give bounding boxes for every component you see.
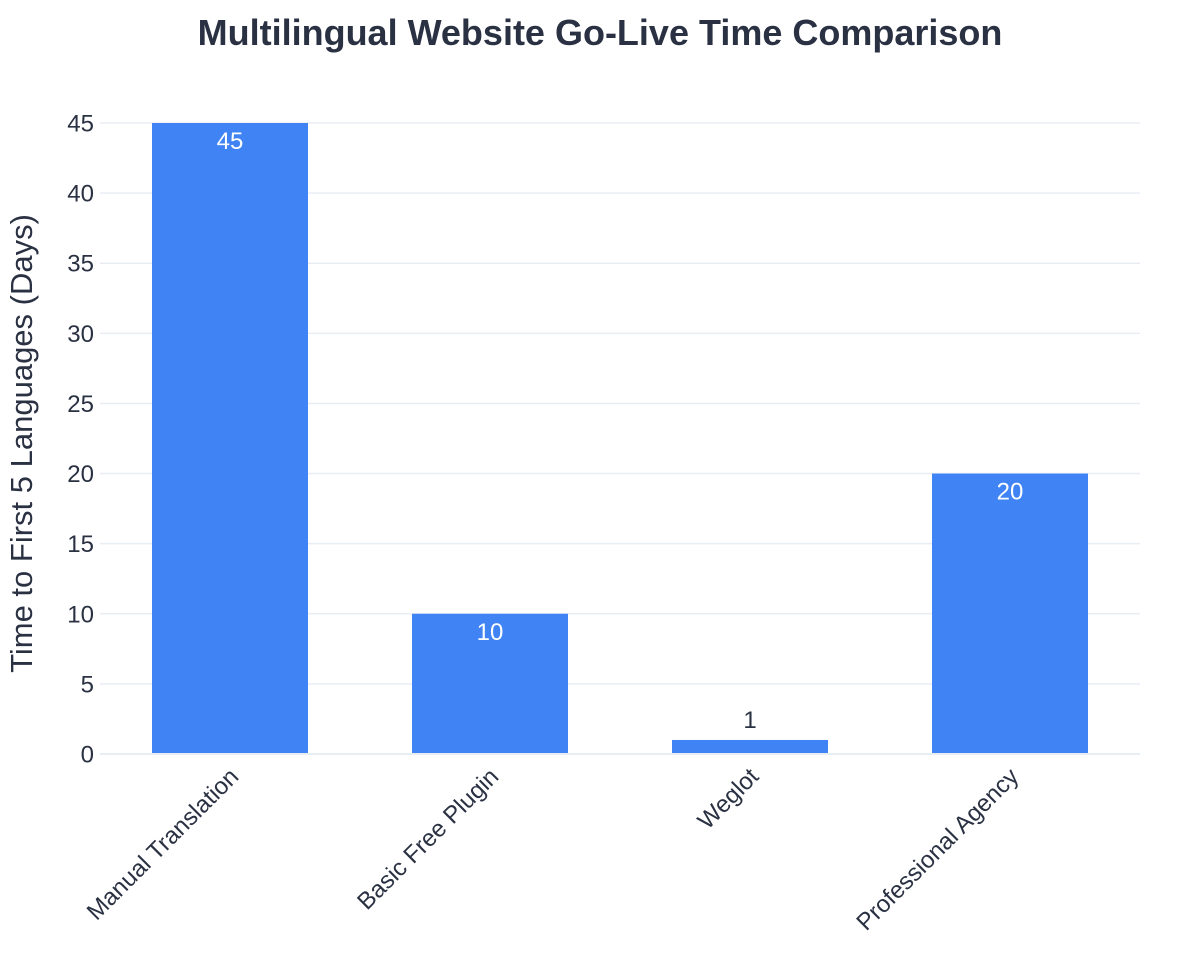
y-axis-title: Time to First 5 Languages (Days) <box>4 214 39 673</box>
y-tick-label: 15 <box>67 531 94 558</box>
y-axis-ticks: 0 5 10 15 20 25 30 35 40 45 <box>67 111 94 769</box>
x-category-label: Professional Agency <box>851 763 1024 936</box>
bar-value-label: 10 <box>477 619 504 646</box>
x-category-label: Weglot <box>693 763 765 835</box>
chart-title: Multilingual Website Go-Live Time Compar… <box>198 12 1003 53</box>
y-tick-label: 10 <box>67 601 94 628</box>
y-tick-label: 25 <box>67 391 94 418</box>
y-tick-label: 20 <box>67 461 94 488</box>
bar <box>672 739 828 754</box>
y-tick-label: 5 <box>81 671 94 698</box>
bar <box>932 473 1088 754</box>
bar <box>412 613 568 754</box>
x-category-label: Manual Translation <box>82 763 244 925</box>
y-tick-label: 0 <box>81 742 94 769</box>
bar-value-label: 1 <box>743 707 756 734</box>
bar-value-label: 45 <box>217 128 244 155</box>
bars <box>152 123 1088 754</box>
data-labels: 45 10 1 20 <box>217 128 1024 734</box>
y-tick-label: 30 <box>67 321 94 348</box>
x-axis-categories: Manual Translation Basic Free Plugin Weglo… <box>82 763 1024 936</box>
y-tick-label: 45 <box>67 111 94 138</box>
y-tick-label: 35 <box>67 251 94 278</box>
y-tick-label: 40 <box>67 181 94 208</box>
x-category-label: Basic Free Plugin <box>352 763 504 915</box>
bar <box>152 123 308 754</box>
bar-value-label: 20 <box>997 479 1024 506</box>
